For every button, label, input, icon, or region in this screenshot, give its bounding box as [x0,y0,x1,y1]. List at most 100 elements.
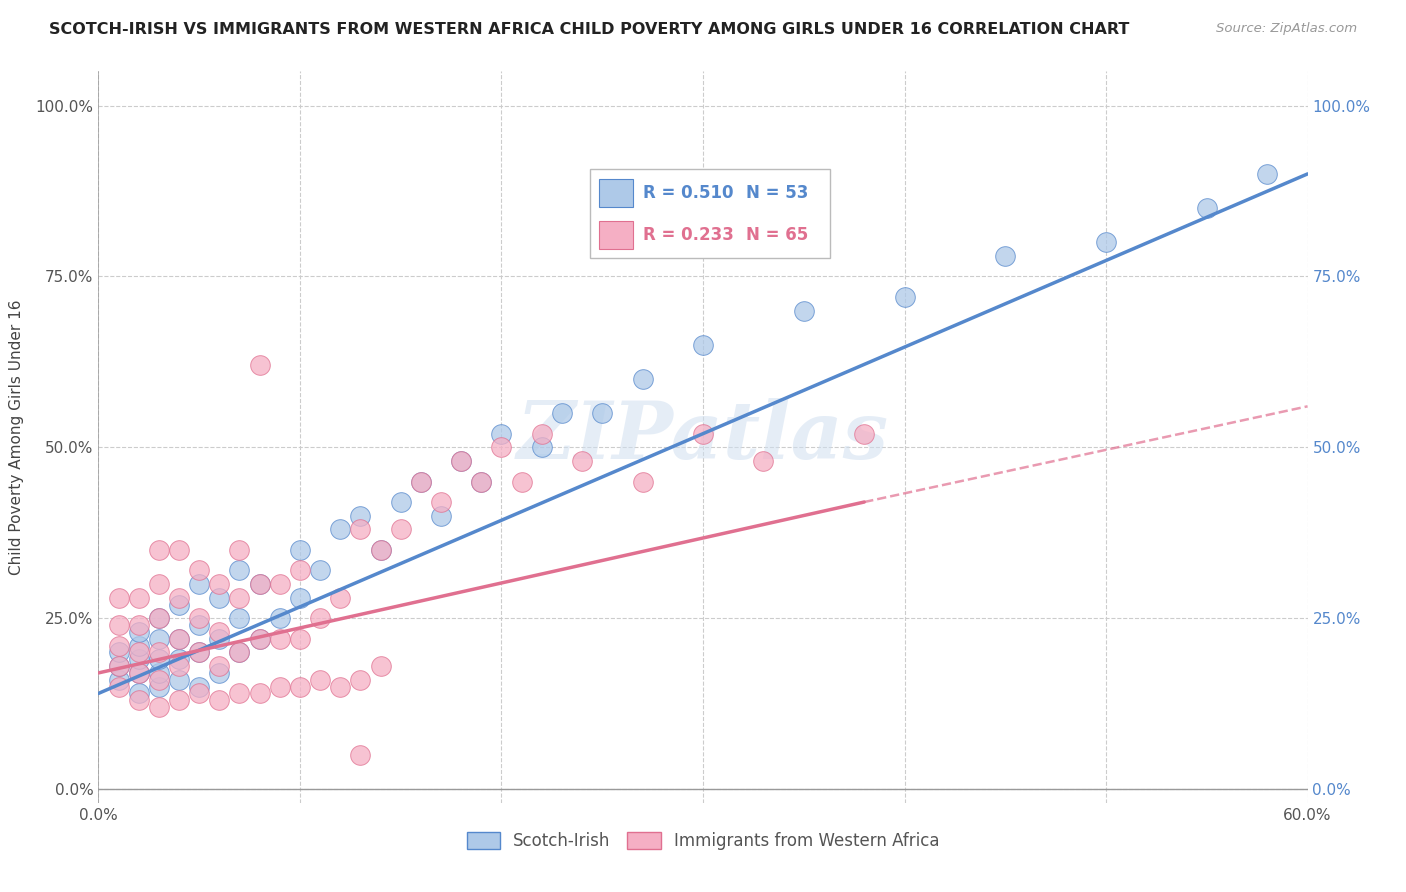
Point [288,632,311,646]
Point [288,563,311,577]
Point [309,673,332,687]
Point [148,577,170,591]
Point [510,475,533,489]
Point [148,665,170,680]
Point [450,454,472,468]
Point [228,563,250,577]
Point [249,577,271,591]
Point [793,303,815,318]
Text: N = 53: N = 53 [745,184,808,202]
Point [188,680,211,694]
Point [853,426,876,441]
Point [530,426,553,441]
Point [167,591,190,605]
Point [370,659,392,673]
Point [128,652,150,666]
Point [208,591,231,605]
Point [148,673,170,687]
Point [167,659,190,673]
Point [249,632,271,646]
Point [107,659,129,673]
Point [269,611,291,625]
Text: Source: ZipAtlas.com: Source: ZipAtlas.com [1216,22,1357,36]
Point [1095,235,1118,250]
Point [370,542,392,557]
Point [309,611,332,625]
Point [128,645,150,659]
Point [491,426,513,441]
Point [128,665,150,680]
Point [491,440,513,454]
Point [107,680,129,694]
Point [349,673,371,687]
Point [167,632,190,646]
Text: N = 65: N = 65 [745,226,808,244]
Point [148,611,170,625]
Point [167,542,190,557]
Point [1256,167,1278,181]
Text: SCOTCH-IRISH VS IMMIGRANTS FROM WESTERN AFRICA CHILD POVERTY AMONG GIRLS UNDER 1: SCOTCH-IRISH VS IMMIGRANTS FROM WESTERN … [49,22,1129,37]
Point [228,686,250,700]
Point [107,618,129,632]
Point [389,495,412,509]
Point [107,645,129,659]
Point [249,632,271,646]
Point [994,249,1017,263]
Point [188,645,211,659]
Point [148,632,170,646]
Point [249,359,271,373]
Point [269,577,291,591]
Point [208,693,231,707]
Point [329,680,352,694]
Point [349,747,371,762]
Point [128,686,150,700]
Text: R = 0.510: R = 0.510 [643,184,733,202]
Point [107,639,129,653]
Point [148,680,170,694]
Point [551,406,574,420]
Point [167,632,190,646]
Point [591,406,613,420]
Point [188,686,211,700]
Point [692,426,714,441]
Point [208,632,231,646]
Point [470,475,492,489]
Point [188,563,211,577]
Point [167,693,190,707]
Point [288,591,311,605]
Point [148,652,170,666]
Point [571,454,593,468]
Point [1195,201,1218,215]
Point [167,652,190,666]
Point [188,645,211,659]
Point [208,577,231,591]
Point [228,542,250,557]
Point [128,639,150,653]
Point [329,591,352,605]
Point [128,665,150,680]
Point [128,624,150,639]
Point [269,680,291,694]
Point [148,645,170,659]
Point [228,591,250,605]
Point [288,542,311,557]
FancyBboxPatch shape [599,220,633,249]
Point [631,372,654,386]
Point [409,475,432,489]
Point [148,611,170,625]
Point [107,659,129,673]
Point [188,577,211,591]
Point [349,508,371,523]
Point [288,680,311,694]
Point [470,475,492,489]
Point [530,440,553,454]
Point [349,522,371,536]
Point [167,598,190,612]
Point [228,645,250,659]
Point [128,693,150,707]
Point [188,611,211,625]
Point [228,611,250,625]
Point [167,673,190,687]
Point [188,618,211,632]
Point [148,700,170,714]
